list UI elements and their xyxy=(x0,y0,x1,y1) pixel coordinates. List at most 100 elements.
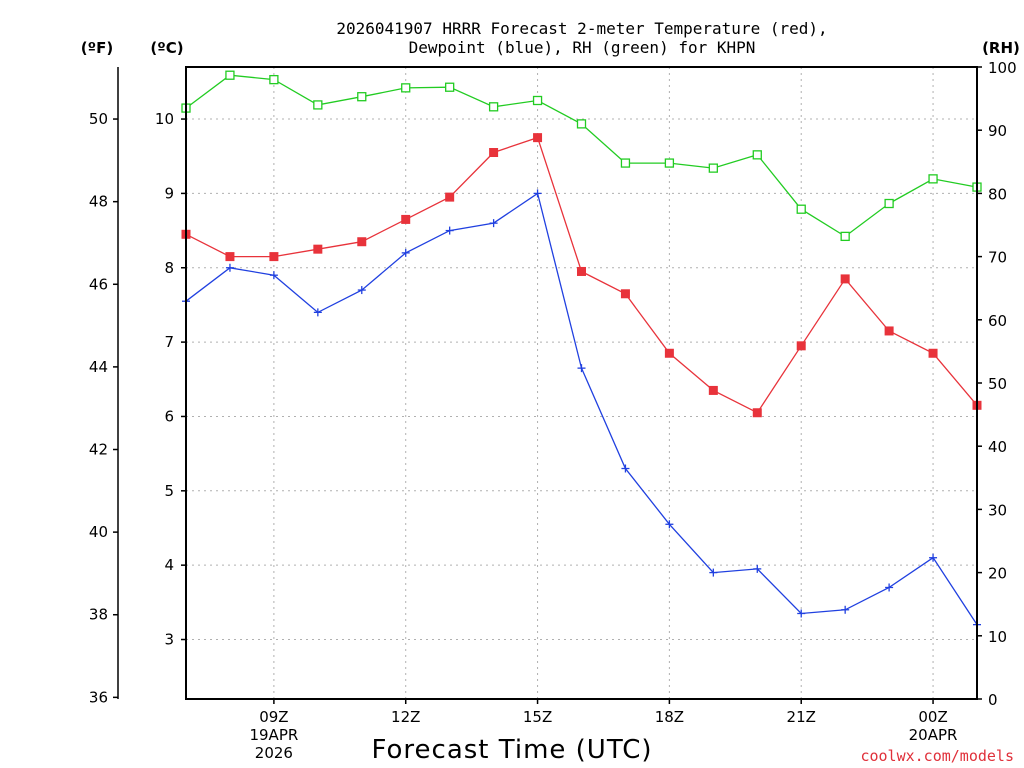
fahrenheit-unit-label: (ºF) xyxy=(81,39,113,57)
time-tick-label: 18Z xyxy=(655,708,684,726)
rh-unit-label: (RH) xyxy=(982,39,1020,57)
rh-point xyxy=(752,150,762,160)
rh-tick-label: 30 xyxy=(988,501,1007,519)
temperature-point xyxy=(708,385,718,395)
temperature-point xyxy=(664,348,674,358)
dewpoint-point xyxy=(753,564,762,573)
rh-axis: 0 10 20 30 40 50 60 70 80 90 100 xyxy=(977,59,1017,709)
temperature-point xyxy=(928,348,938,358)
fahrenheit-tick-label: 50 xyxy=(89,110,108,128)
celsius-tick-label: 7 xyxy=(164,333,174,351)
time-tick-label: 21Z xyxy=(787,708,816,726)
temperature-point xyxy=(269,252,279,262)
temperature-point xyxy=(533,133,543,143)
fahrenheit-tick-label: 42 xyxy=(89,441,108,459)
credit-text: coolwx.com/models xyxy=(860,747,1014,765)
rh-tick-label: 20 xyxy=(988,565,1007,583)
celsius-tick-label: 4 xyxy=(164,556,174,574)
rh-point xyxy=(840,231,850,242)
fahrenheit-axis: 36 38 40 42 44 46 48 50 xyxy=(89,67,119,706)
dewpoint-point xyxy=(885,583,894,592)
rh-point xyxy=(708,163,718,173)
rh-point xyxy=(357,92,367,102)
rh-point xyxy=(664,158,675,168)
temperature-point xyxy=(225,252,235,262)
celsius-unit-label: (ºC) xyxy=(150,39,183,57)
celsius-tick-label: 3 xyxy=(164,631,174,649)
fahrenheit-tick-label: 38 xyxy=(89,606,108,624)
rh-tick-label: 60 xyxy=(988,312,1007,330)
rh-tick-label: 100 xyxy=(988,59,1017,77)
celsius-tick-label: 8 xyxy=(164,259,174,277)
celsius-tick-label: 6 xyxy=(164,407,174,425)
temperature-point xyxy=(357,237,367,247)
time-tick-label: 20APR xyxy=(909,726,958,744)
fahrenheit-tick-label: 36 xyxy=(89,688,108,706)
temperature-point xyxy=(620,289,630,299)
dewpoint-point xyxy=(709,568,718,577)
temperature-point xyxy=(401,214,411,224)
time-tick-label: 00Z xyxy=(918,708,947,726)
rh-point xyxy=(401,83,411,93)
temperature-point xyxy=(489,148,499,158)
rh-tick-label: 0 xyxy=(988,691,998,709)
rh-tick-label: 10 xyxy=(988,628,1007,646)
rh-series xyxy=(181,70,982,242)
rh-point xyxy=(313,100,323,110)
rh-point xyxy=(796,204,806,214)
dewpoint-point xyxy=(357,286,366,295)
rh-tick-label: 40 xyxy=(988,438,1007,456)
time-tick-label: 15Z xyxy=(523,708,552,726)
data-series xyxy=(181,70,982,629)
dewpoint-point xyxy=(841,605,850,614)
fahrenheit-tick-label: 46 xyxy=(89,275,108,293)
dewpoint-series xyxy=(182,189,981,629)
temperature-point xyxy=(445,192,455,202)
rh-point xyxy=(928,174,938,184)
dewpoint-point xyxy=(401,248,410,257)
rh-point xyxy=(488,102,499,112)
time-tick-label: 09Z xyxy=(259,708,288,726)
dewpoint-point xyxy=(929,553,938,562)
rh-tick-label: 50 xyxy=(988,375,1007,393)
dewpoint-point xyxy=(445,226,454,235)
rh-point xyxy=(884,198,894,209)
time-tick-label: 19APR xyxy=(249,726,298,744)
celsius-axis: 3 4 5 6 7 8 9 10 xyxy=(155,110,186,649)
time-tick-label: 2026 xyxy=(255,744,293,762)
dewpoint-point xyxy=(533,189,542,198)
rh-point xyxy=(576,119,587,129)
temperature-point xyxy=(577,266,586,276)
rh-point xyxy=(445,82,455,92)
dewpoint-point xyxy=(621,464,630,473)
temperature-point xyxy=(796,341,806,351)
dewpoint-point xyxy=(313,308,322,317)
rh-point xyxy=(225,70,235,80)
dewpoint-point xyxy=(797,609,806,618)
celsius-tick-label: 9 xyxy=(164,184,174,202)
dewpoint-point xyxy=(577,364,586,373)
gridlines xyxy=(186,67,977,699)
rh-point xyxy=(532,95,543,106)
temperature-point xyxy=(752,408,762,418)
fahrenheit-tick-label: 48 xyxy=(89,193,108,211)
chart-title-line-2: Dewpoint (blue), RH (green) for KHPN xyxy=(409,38,756,57)
rh-tick-label: 70 xyxy=(988,249,1007,267)
temperature-point xyxy=(313,244,323,254)
chart-title-line-1: 2026041907 HRRR Forecast 2-meter Tempera… xyxy=(336,19,827,38)
rh-point xyxy=(620,158,631,168)
dewpoint-point xyxy=(665,520,674,529)
plot-frame xyxy=(185,66,978,700)
rh-point xyxy=(269,74,279,85)
time-tick-label: 12Z xyxy=(391,708,420,726)
temperature-series xyxy=(181,133,982,418)
dewpoint-point xyxy=(489,219,498,228)
temperature-point xyxy=(840,274,850,284)
dewpoint-point xyxy=(269,271,278,280)
temperature-point xyxy=(884,326,894,336)
rh-tick-label: 80 xyxy=(988,185,1007,203)
fahrenheit-tick-label: 44 xyxy=(89,358,108,376)
x-axis-label: Forecast Time (UTC) xyxy=(371,735,652,765)
